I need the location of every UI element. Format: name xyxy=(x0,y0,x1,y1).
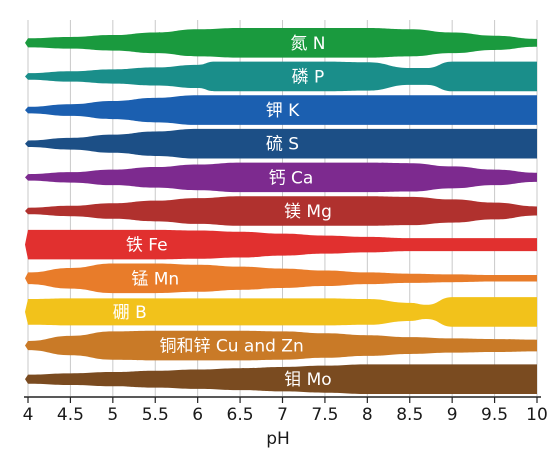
x-tick-label: 4 xyxy=(23,405,34,425)
nutrient-band xyxy=(25,330,537,361)
nutrient-band xyxy=(25,28,537,58)
band-label: 铁 Fe xyxy=(126,236,168,256)
nutrient-band xyxy=(25,162,537,193)
band-label: 硼 B xyxy=(113,303,147,323)
x-axis: 4 4.5 5 5.5 6 6.5 7 7.5 8 8.5 9 9.5 10 xyxy=(23,396,548,425)
x-tick-label: 6 xyxy=(192,405,203,425)
band-label: 铜和锌 Cu and Zn xyxy=(159,337,303,357)
band-label: 镁 Mg xyxy=(284,202,332,222)
x-tick-label: 8 xyxy=(362,405,373,425)
x-tick-label: 5 xyxy=(107,405,118,425)
band-label: 钾 K xyxy=(266,101,300,121)
x-tick-label: 10 xyxy=(526,405,548,425)
x-tick-label: 9 xyxy=(447,405,458,425)
band-label: 锰 Mn xyxy=(131,269,179,289)
band-labels: 氮 N 磷 P 钾 K 硫 S 钙 Ca 镁 Mg 铁 Fe 锰 Mn 硼 B 铜和锌 Cu an… xyxy=(113,34,332,390)
nutrient-band xyxy=(25,364,537,394)
band-label: 硫 S xyxy=(266,135,299,155)
x-tick-label: 8.5 xyxy=(396,405,423,425)
nutrient-band xyxy=(25,95,537,125)
x-tick-label: 7 xyxy=(277,405,288,425)
nutrient-band xyxy=(25,196,537,226)
band-label: 氮 N xyxy=(290,34,325,54)
nutrient-band xyxy=(25,61,537,92)
x-tick-label: 7.5 xyxy=(311,405,338,425)
nutrient-bands xyxy=(25,28,537,394)
nutrient-band xyxy=(25,263,537,294)
nutrient-band xyxy=(25,229,537,260)
band-label: 磷 P xyxy=(292,67,325,87)
band-label: 钼 Mo xyxy=(284,370,331,390)
x-tick-label: 5.5 xyxy=(142,405,169,425)
nutrient-band xyxy=(25,297,537,327)
x-axis-title: pH xyxy=(266,429,290,449)
x-tick-label: 9.5 xyxy=(481,405,508,425)
x-tick-label: 6.5 xyxy=(227,405,254,425)
x-tick-label: 4.5 xyxy=(57,405,84,425)
nutrient-band xyxy=(25,128,537,159)
band-label: 钙 Ca xyxy=(269,168,314,188)
